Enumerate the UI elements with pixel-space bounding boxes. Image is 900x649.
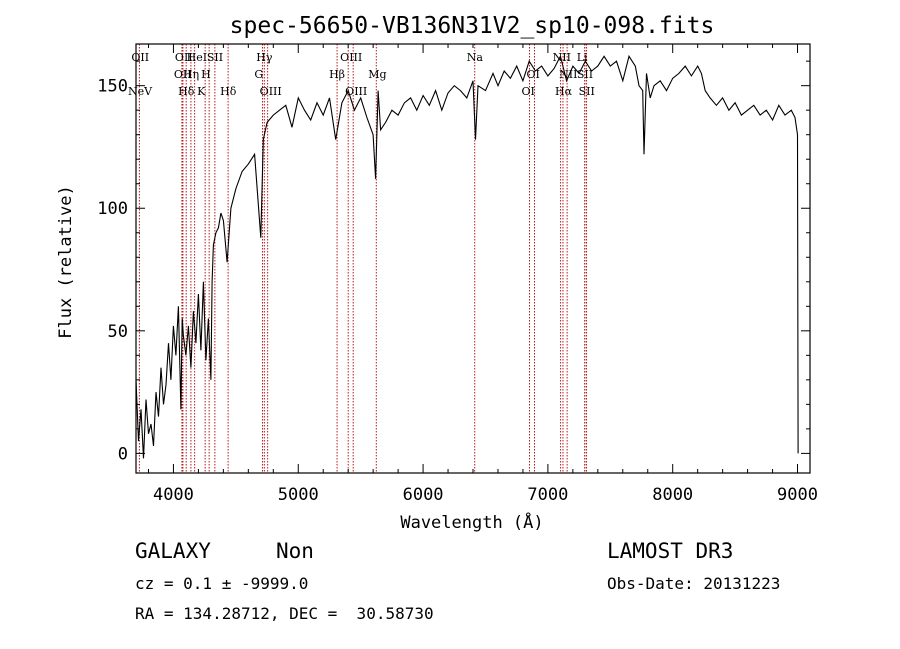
x-tick-label: 8000 <box>652 485 693 505</box>
x-tick-label: 7000 <box>527 485 568 505</box>
line-marker-label: SII <box>577 68 593 81</box>
y-axis-ticks: 0 50 100 150 <box>97 60 810 464</box>
line-marker-label: OII <box>131 51 149 64</box>
redshift-cz: cz = 0.1 ± -9999.0 <box>135 574 309 593</box>
line-marker-label: OI <box>522 85 535 98</box>
line-marker-label: OIII <box>260 85 282 98</box>
line-marker-label: Hβ <box>329 68 345 81</box>
line-marker-label: Li <box>577 51 588 64</box>
x-tick-label: 5000 <box>278 485 319 505</box>
line-marker-label: OII <box>174 68 192 81</box>
line-marker-label: Na <box>467 51 484 64</box>
y-tick-label: 50 <box>108 322 128 342</box>
sky-coordinates: RA = 134.28712, DEC = 30.58730 <box>135 604 434 623</box>
x-tick-label: 4000 <box>153 485 194 505</box>
line-marker-label: Hδ <box>178 85 195 98</box>
line-marker-label: Hδ <box>220 85 237 98</box>
line-marker-label: Hγ <box>256 51 273 64</box>
x-axis-label: Wavelength (Å) <box>400 511 543 533</box>
emission-line-markers <box>138 44 588 473</box>
spectrum-line <box>135 54 799 459</box>
line-marker-label: SII <box>207 51 223 64</box>
observation-date: Obs-Date: 20131223 <box>607 574 781 593</box>
y-tick-label: 100 <box>97 199 128 219</box>
x-axis-ticks: 4000 5000 6000 7000 8000 9000 <box>147 44 818 505</box>
x-tick-label: 9000 <box>777 485 818 505</box>
object-class: GALAXY <box>135 539 211 563</box>
line-marker-label: NII <box>559 68 577 81</box>
chart-title: spec-56650-VB136N31V2_sp10-098.fits <box>230 13 715 39</box>
x-tick-label: 6000 <box>403 485 444 505</box>
line-marker-label: OIII <box>340 51 362 64</box>
line-marker-label: NeV <box>128 85 153 98</box>
line-marker-label: HeI <box>187 51 207 64</box>
y-tick-label: 150 <box>97 77 128 97</box>
line-marker-label: Hα <box>555 85 573 98</box>
line-marker-label: OI <box>527 68 540 81</box>
y-axis-label: Flux (relative) <box>56 185 76 339</box>
line-marker-label: NII <box>553 51 571 64</box>
line-marker-label: Mg <box>368 68 386 81</box>
plot-frame <box>135 43 811 474</box>
y-tick-label: 0 <box>118 444 128 464</box>
line-marker-label: Hη <box>183 68 199 81</box>
line-marker-label: G <box>254 68 263 81</box>
object-subclass: Non <box>276 539 314 563</box>
line-marker-label: SII <box>579 85 595 98</box>
line-marker-label: OIII <box>345 85 367 98</box>
line-marker-label: OII <box>175 51 193 64</box>
line-marker-label: K <box>197 85 206 98</box>
survey-name: LAMOST DR3 <box>607 539 734 563</box>
line-marker-label: H <box>201 68 211 81</box>
